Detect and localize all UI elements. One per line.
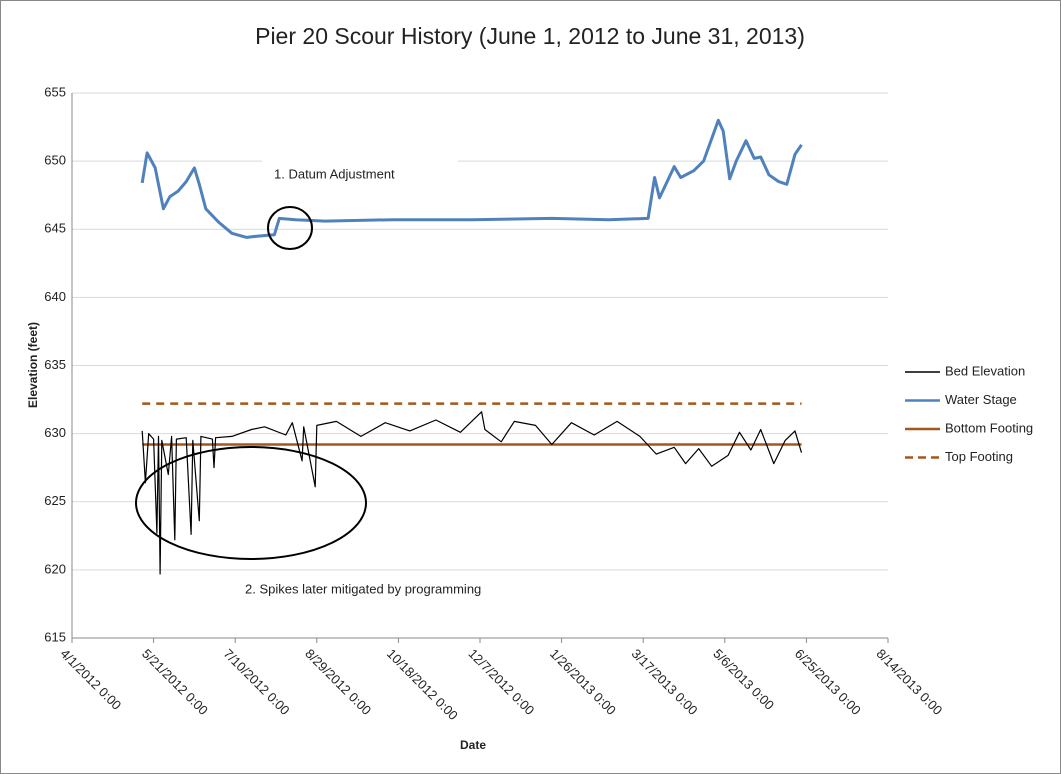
- y-tick-label: 625: [44, 493, 66, 508]
- annotation: 1. Datum Adjustment: [274, 166, 395, 181]
- annotation-box: [236, 575, 542, 605]
- y-axis-label: Elevation (feet): [26, 322, 40, 408]
- legend-label: Bed Elevation: [945, 363, 1025, 378]
- chart-title: Pier 20 Scour History (June 1, 2012 to J…: [255, 23, 805, 49]
- y-tick-label: 620: [44, 561, 66, 576]
- y-tick-label: 640: [44, 289, 66, 304]
- series-line: [141, 411, 803, 575]
- y-tick-label: 645: [44, 221, 66, 236]
- x-axis-label: Date: [460, 738, 486, 752]
- legend-label: Top Footing: [945, 449, 1013, 464]
- y-tick-label: 630: [44, 425, 66, 440]
- annotation-ellipse: [135, 446, 367, 560]
- y-tick-label: 655: [44, 84, 66, 99]
- y-tick-label: 635: [44, 357, 66, 372]
- y-tick-label: 650: [44, 153, 66, 168]
- annotation: 2. Spikes later mitigated by programming: [245, 581, 481, 596]
- annotation-circle: [267, 206, 313, 250]
- y-tick-label: 615: [44, 629, 66, 644]
- annotation-box: [262, 159, 458, 189]
- legend-label: Bottom Footing: [945, 420, 1033, 435]
- series-line: [140, 118, 803, 239]
- legend-label: Water Stage: [945, 392, 1017, 407]
